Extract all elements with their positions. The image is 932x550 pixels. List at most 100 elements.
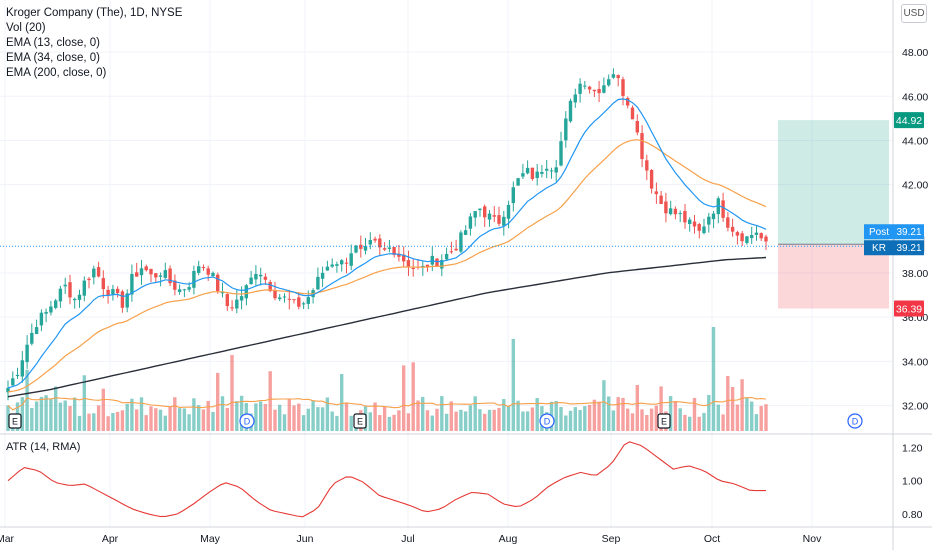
chart-axes: 48.0046.0044.0042.0038.0036.0034.0032.00… bbox=[0, 47, 928, 545]
dividend-marker[interactable]: D bbox=[539, 413, 555, 429]
volume-bar bbox=[149, 406, 153, 431]
volume-bar bbox=[201, 409, 206, 431]
candle-body bbox=[559, 141, 563, 166]
volume-bar bbox=[468, 405, 473, 431]
legend-ema200[interactable]: EMA (200, close, 0) bbox=[6, 67, 107, 79]
dividend-marker[interactable]: D bbox=[847, 413, 863, 429]
volume-bar bbox=[640, 409, 644, 431]
candle-body bbox=[583, 85, 587, 87]
volume-bar bbox=[721, 414, 725, 431]
volume-bar bbox=[73, 397, 77, 431]
volume-bar bbox=[273, 409, 277, 431]
volume-bar bbox=[301, 415, 306, 431]
volume-bar bbox=[182, 408, 187, 431]
candle-body bbox=[678, 213, 682, 215]
ema200-line bbox=[7, 256, 767, 398]
long-position-tool[interactable] bbox=[778, 120, 889, 309]
volume-bar bbox=[259, 401, 263, 431]
volume-bar bbox=[483, 413, 487, 431]
candle-body bbox=[387, 247, 392, 249]
volume-bar bbox=[139, 397, 144, 431]
event-label: E bbox=[357, 417, 363, 427]
volume-bar bbox=[63, 400, 67, 431]
volume-bar bbox=[397, 410, 401, 431]
earnings-marker[interactable]: E bbox=[657, 413, 671, 429]
volume-bar bbox=[535, 398, 539, 431]
month-label: Nov bbox=[803, 533, 822, 545]
candle-body bbox=[359, 244, 363, 249]
candle-body bbox=[764, 236, 768, 242]
volume-bar bbox=[621, 397, 625, 431]
volume-bar bbox=[268, 371, 272, 431]
volume-bar bbox=[630, 413, 635, 431]
post-label-bg bbox=[864, 224, 894, 240]
candlestick-series bbox=[6, 68, 768, 401]
price-tick-label: 44.00 bbox=[902, 135, 928, 147]
volume-bar bbox=[635, 385, 639, 431]
atr-legend[interactable]: ATR (14, RMA) bbox=[6, 441, 81, 453]
price-tick-label: 34.00 bbox=[902, 356, 928, 368]
candle-body bbox=[721, 200, 725, 218]
last-price-tag[interactable]: KR 39.21 bbox=[864, 240, 924, 256]
candle-body bbox=[468, 216, 473, 229]
dividend-marker[interactable]: D bbox=[239, 413, 255, 429]
volume-bar bbox=[750, 401, 754, 431]
candle-body bbox=[73, 298, 77, 301]
volume-bar bbox=[58, 402, 63, 431]
candle-body bbox=[39, 312, 44, 326]
volume-bar bbox=[34, 401, 39, 431]
volume-bar bbox=[125, 403, 129, 431]
candle-body bbox=[740, 233, 744, 242]
candle-body bbox=[320, 272, 325, 279]
candle-body bbox=[568, 100, 573, 122]
earnings-marker[interactable]: E bbox=[8, 413, 22, 429]
volume-bar bbox=[702, 413, 706, 431]
currency-button[interactable]: USD bbox=[901, 4, 927, 23]
candle-body bbox=[82, 280, 86, 296]
candle-body bbox=[535, 171, 539, 178]
volume-bar bbox=[411, 362, 415, 431]
candle-body bbox=[473, 211, 477, 218]
volume-bar bbox=[707, 395, 711, 431]
volume-bar bbox=[197, 405, 201, 431]
volume-bar bbox=[564, 415, 568, 431]
legend-volume[interactable]: Vol (20) bbox=[6, 22, 46, 34]
candle-body bbox=[735, 232, 740, 236]
volume-bar bbox=[101, 388, 105, 431]
candle-body bbox=[616, 75, 620, 79]
candle-body bbox=[54, 300, 58, 308]
volume-bar bbox=[235, 401, 239, 431]
volume-bar bbox=[473, 396, 477, 431]
volume-bar bbox=[120, 410, 125, 431]
candle-body bbox=[101, 278, 105, 290]
kr-value-bg bbox=[894, 240, 924, 256]
legend-ema34[interactable]: EMA (34, close, 0) bbox=[6, 52, 100, 64]
candle-body bbox=[120, 291, 125, 308]
legend-ema13[interactable]: EMA (13, close, 0) bbox=[6, 37, 100, 49]
volume-bar bbox=[463, 411, 468, 431]
volume-bar bbox=[25, 369, 29, 431]
symbol-title[interactable]: Kroger Company (The), 1D, NYSE bbox=[6, 7, 183, 19]
candle-body bbox=[111, 289, 115, 295]
candle-body bbox=[49, 306, 53, 313]
volume-bar bbox=[192, 398, 196, 431]
volume-bar bbox=[82, 375, 86, 431]
candle-body bbox=[34, 327, 39, 334]
earnings-marker[interactable]: E bbox=[353, 413, 367, 429]
candle-body bbox=[730, 226, 735, 232]
candle-body bbox=[225, 294, 229, 307]
post-market-tag[interactable]: Post 39.21 bbox=[864, 224, 924, 240]
volume-bar bbox=[506, 405, 511, 431]
chart-legend: Kroger Company (The), 1D, NYSE Vol (20) … bbox=[6, 6, 182, 81]
post-value: 39.21 bbox=[896, 227, 921, 238]
candle-body bbox=[692, 221, 697, 227]
volume-bar bbox=[368, 412, 372, 431]
candle-body bbox=[335, 264, 339, 266]
volume-bar bbox=[697, 416, 701, 431]
volume-bar bbox=[373, 402, 377, 431]
candle-body bbox=[545, 168, 549, 171]
candle-body bbox=[759, 233, 763, 239]
